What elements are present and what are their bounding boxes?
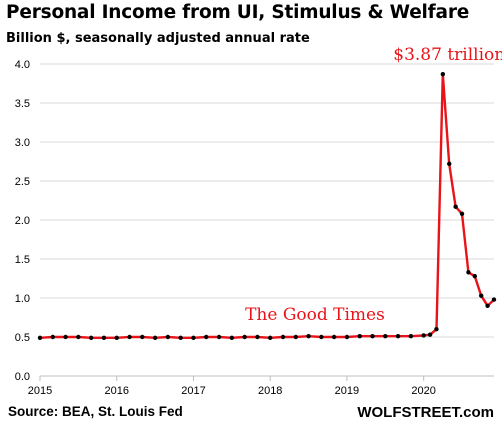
data-point [421, 333, 426, 338]
data-point [140, 334, 145, 340]
y-tick-label: 3.5 [15, 98, 30, 110]
good-times-annotation: The Good Times [245, 305, 385, 325]
data-point [479, 293, 484, 298]
data-point [293, 334, 298, 340]
x-tick-label: 2017 [181, 385, 205, 397]
brand-logo-text: WOLFSTREET.com [357, 404, 494, 421]
data-point [344, 334, 350, 340]
x-tick-label: 2018 [258, 385, 282, 397]
peak-annotation: $3.87 trillion [393, 45, 502, 65]
data-point [63, 334, 68, 340]
y-tick-label: 0.0 [15, 371, 30, 383]
data-point [427, 332, 433, 337]
y-tick-label: 0.5 [15, 332, 30, 344]
y-tick-label: 4.0 [15, 59, 30, 71]
y-tick-label: 1.0 [15, 293, 30, 305]
data-point [395, 334, 401, 339]
y-tick-label: 3.0 [15, 137, 30, 149]
x-tick-label: 2019 [335, 385, 359, 397]
data-point [472, 273, 478, 279]
data-point [88, 335, 94, 340]
data-point [267, 335, 273, 340]
data-point [440, 71, 446, 77]
source-note: Source: BEA, St. Louis Fed [8, 404, 183, 419]
data-point [491, 297, 497, 302]
data-point [229, 335, 235, 340]
data-point [216, 334, 222, 340]
data-point [485, 303, 490, 308]
x-tick-label: 2016 [104, 385, 128, 397]
data-point [76, 334, 81, 340]
data-point [204, 334, 209, 340]
data-point [466, 270, 471, 275]
data-point [50, 334, 55, 340]
data-point [280, 334, 286, 340]
y-tick-label: 1.5 [15, 254, 30, 266]
data-point [434, 327, 439, 332]
data-point [408, 334, 414, 339]
data-point [152, 335, 158, 340]
data-point [242, 334, 247, 340]
data-point [114, 335, 119, 340]
data-point [37, 335, 43, 340]
y-axis: 0.0 0.5 1.0 1.5 2.0 2.5 3.0 3.5 4.0 [15, 59, 30, 383]
data-point [383, 334, 388, 339]
data-point [255, 334, 260, 340]
plot-area [37, 71, 497, 340]
data-point [191, 335, 196, 340]
data-point [331, 334, 337, 340]
data-point [370, 334, 375, 339]
data-point [178, 335, 183, 340]
data-point [447, 161, 452, 167]
x-tick-label: 2020 [411, 385, 435, 397]
x-axis: 2015 2016 2017 2018 2019 2020 [28, 375, 494, 397]
data-point [127, 334, 132, 340]
data-point [453, 204, 458, 209]
data-point [459, 211, 465, 216]
grid-lines [40, 63, 494, 377]
data-point [357, 334, 362, 339]
data-point [306, 334, 311, 339]
y-tick-label: 2.5 [15, 176, 30, 188]
chart-title: Personal Income from UI, Stimulus & Welf… [6, 2, 470, 23]
y-tick-label: 2.0 [15, 215, 30, 227]
chart-subtitle: Billion $, seasonally adjusted annual ra… [6, 31, 310, 46]
x-tick-label: 2015 [28, 385, 52, 397]
annotations: $3.87 trillion The Good Times [245, 45, 502, 325]
data-point [101, 335, 107, 340]
data-point [165, 334, 171, 340]
data-point [319, 334, 324, 340]
